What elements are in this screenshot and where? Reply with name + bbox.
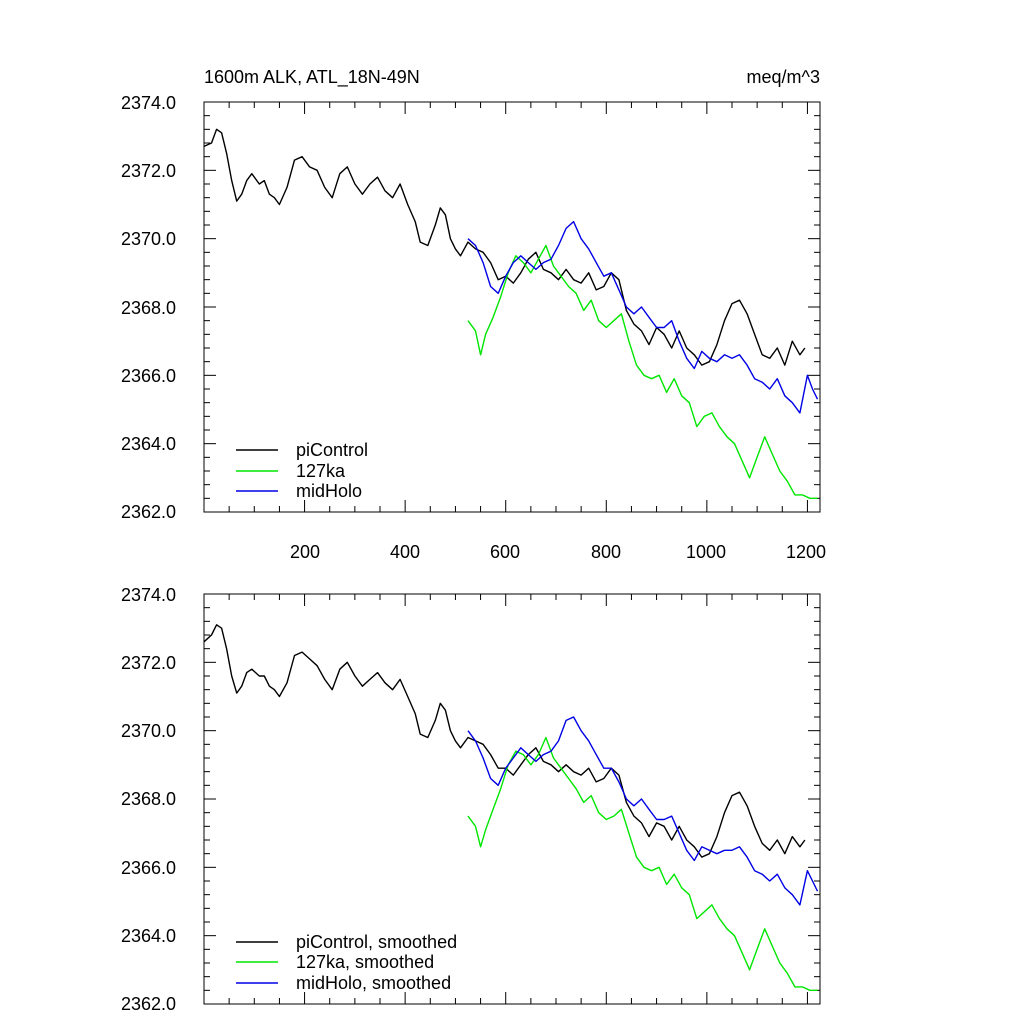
- panel-top-y-tick-labels: 2374.0 2372.0 2370.0 2368.0 2366.0 2364.…: [121, 93, 176, 522]
- panel-top-legend: piControl 127ka midHolo: [236, 440, 368, 501]
- legend-label: 127ka: [296, 461, 346, 481]
- y-tick-label: 2366.0: [121, 858, 176, 878]
- x-tick-label: 1200: [786, 542, 826, 562]
- y-tick-label: 2364.0: [121, 926, 176, 946]
- panel-top-units: meq/m^3: [747, 67, 820, 87]
- series-line-picontrol: [203, 128, 806, 366]
- y-tick-label: 2368.0: [121, 298, 176, 318]
- panel-top: 1600m ALK, ATL_18N-49N meq/m^3 2374.0 23…: [121, 67, 826, 562]
- panel-bottom-legend: piControl, smoothed 127ka, smoothed midH…: [236, 932, 457, 993]
- panel-top-series: [203, 128, 819, 499]
- series-line-midholo: [467, 220, 819, 414]
- series-line-127ka: [467, 244, 818, 499]
- panel-bottom-plot-frame: [203, 593, 821, 1005]
- y-tick-label: 2362.0: [121, 994, 176, 1014]
- panel-bottom-series: [203, 624, 819, 991]
- y-tick-label: 2370.0: [121, 229, 176, 249]
- y-tick-label: 2366.0: [121, 366, 176, 386]
- y-tick-label: 2362.0: [121, 502, 176, 522]
- y-tick-label: 2364.0: [121, 434, 176, 454]
- y-tick-label: 2368.0: [121, 789, 176, 809]
- y-tick-label: 2374.0: [121, 585, 176, 605]
- panel-top-plot-frame: [203, 101, 821, 513]
- panel-top-ticks: [204, 101, 820, 513]
- x-tick-label: 600: [490, 542, 520, 562]
- panel-bottom-ticks: [204, 593, 820, 1005]
- y-tick-label: 2372.0: [121, 161, 176, 181]
- panel-bottom-y-tick-labels: 2374.0 2372.0 2370.0 2368.0 2366.0 2364.…: [121, 585, 176, 1014]
- x-tick-label: 800: [591, 542, 621, 562]
- y-tick-label: 2374.0: [121, 93, 176, 113]
- legend-label: piControl, smoothed: [296, 932, 457, 952]
- y-tick-label: 2372.0: [121, 653, 176, 673]
- legend-label: midHolo, smoothed: [296, 973, 451, 993]
- panel-top-title: 1600m ALK, ATL_18N-49N: [204, 67, 420, 88]
- series-line-picontrol-smoothed: [203, 624, 806, 858]
- legend-label: piControl: [296, 440, 368, 460]
- legend-label: midHolo: [296, 481, 362, 501]
- panel-top-x-tick-labels: 200 400 600 800 1000 1200: [290, 542, 826, 562]
- y-tick-label: 2370.0: [121, 721, 176, 741]
- x-tick-label: 200: [290, 542, 320, 562]
- x-tick-label: 1000: [686, 542, 726, 562]
- series-line-127ka-smoothed: [467, 736, 818, 991]
- series-line-midholo-smoothed: [467, 716, 819, 906]
- legend-label: 127ka, smoothed: [296, 952, 434, 972]
- x-tick-label: 400: [390, 542, 420, 562]
- panel-bottom: 2374.0 2372.0 2370.0 2368.0 2366.0 2364.…: [121, 585, 821, 1014]
